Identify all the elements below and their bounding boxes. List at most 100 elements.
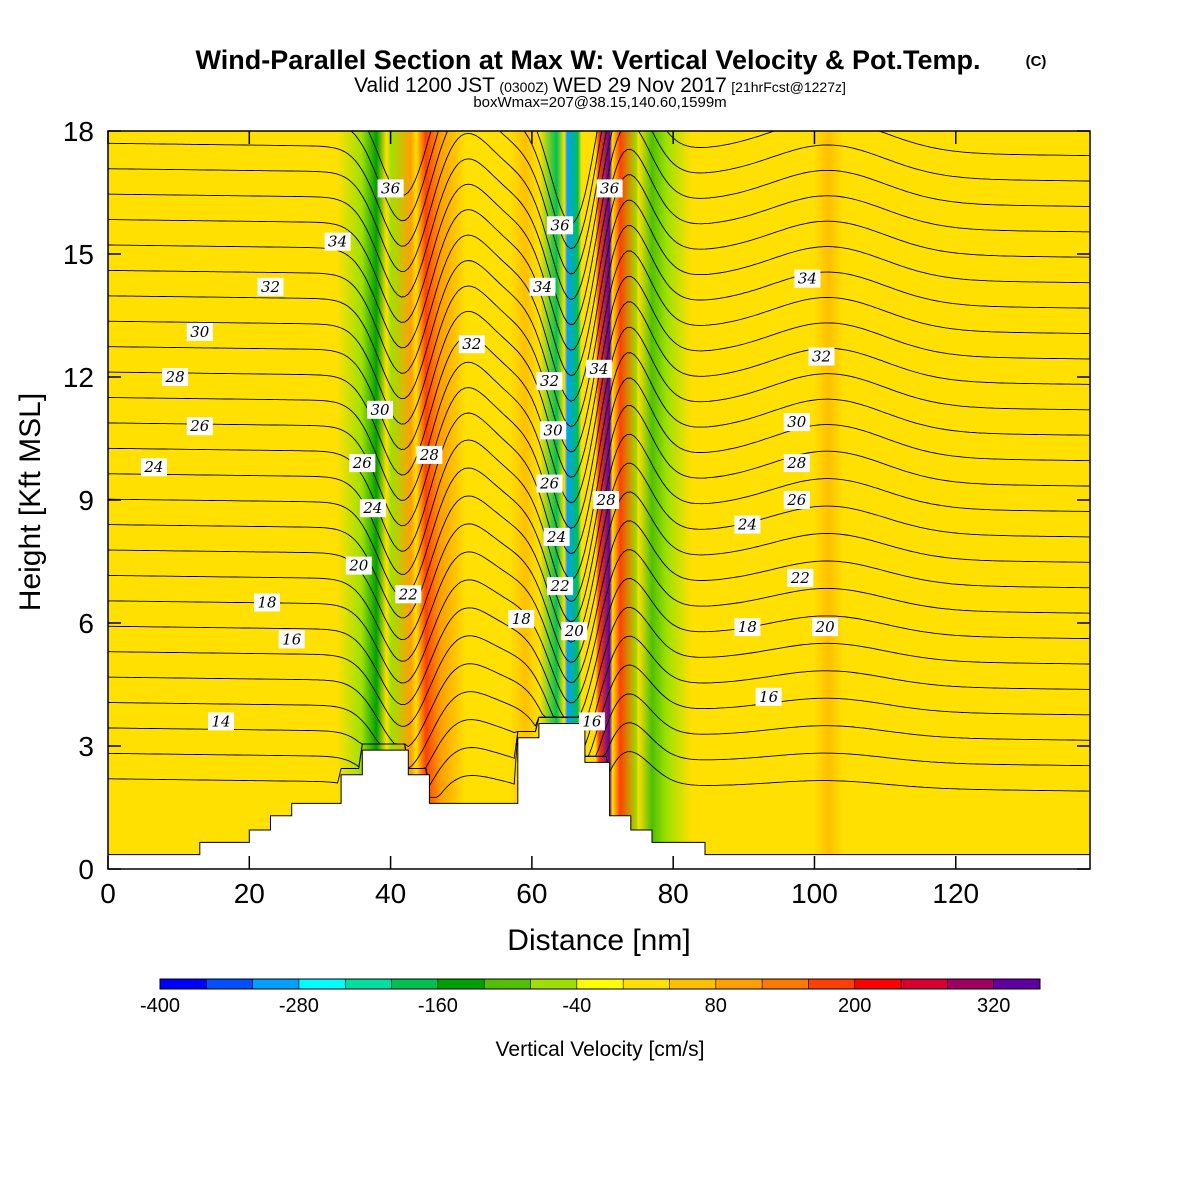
y-axis-label: Height [Kft MSL] xyxy=(14,393,47,611)
theta-contour-line xyxy=(108,174,1090,377)
theta-contour-line xyxy=(108,131,1090,326)
x-tick-label: 40 xyxy=(375,878,406,909)
theta-contour-line xyxy=(108,131,1090,275)
contour-label: 16 xyxy=(755,687,782,706)
contour-label: 28 xyxy=(783,454,810,473)
theta-contour-line xyxy=(350,131,603,250)
colorbar-tick-label: 80 xyxy=(705,995,727,1017)
theta-contour-line xyxy=(108,462,1090,643)
contour-label-box xyxy=(808,347,835,366)
contour-label-box xyxy=(593,491,620,509)
contour-label-text: 16 xyxy=(582,712,602,730)
contour-label-box xyxy=(540,421,567,440)
contour-label-text: 28 xyxy=(596,491,616,509)
colorbar-swatch xyxy=(298,979,346,989)
box-wmax-line: boxWmax=207@38.15,140.60,1599m xyxy=(473,94,726,111)
contour-label-text: 26 xyxy=(352,454,373,472)
contour-label-box xyxy=(812,618,839,637)
contour-label-text: 24 xyxy=(143,458,163,476)
theta-contour-line xyxy=(108,606,1090,727)
valid-time-date: WED 29 Nov 2017 xyxy=(553,74,727,97)
contour-label-box xyxy=(536,474,563,493)
contour-label-box xyxy=(529,277,556,296)
colorbar-swatch xyxy=(576,979,624,989)
contour-label-text: 30 xyxy=(370,401,390,419)
colorbar-swatch xyxy=(947,979,994,989)
contour-label-box xyxy=(755,687,782,706)
contour-label: 32 xyxy=(458,335,485,354)
contour-label: 18 xyxy=(508,609,535,628)
contour-label-text: 34 xyxy=(589,360,608,378)
x-tick-label: 60 xyxy=(516,878,547,909)
contour-label-text: 32 xyxy=(462,335,481,353)
contour-label: 34 xyxy=(324,232,351,251)
contour-label-box xyxy=(508,609,535,628)
y-tick-label: 15 xyxy=(63,239,94,270)
theta-contour-line xyxy=(108,250,1090,453)
contour-label-box xyxy=(359,499,386,518)
contour-label-box xyxy=(536,372,563,391)
theta-contours xyxy=(108,131,1090,798)
contour-label-box xyxy=(186,417,213,436)
contour-labels: 14 16 18 20 22 24 24 26 26 28 28 30 30 32 32 34 36 36 34 32… xyxy=(140,179,839,731)
contour-label: 24 xyxy=(359,499,386,518)
theta-contour-line xyxy=(108,148,1090,351)
x-tick-label: 20 xyxy=(234,878,265,909)
contour-label: 32 xyxy=(808,347,835,366)
contour-label-box xyxy=(734,618,761,637)
contour-label: 20 xyxy=(812,618,839,637)
contour-label-box xyxy=(596,179,623,198)
contour-label: 14 xyxy=(208,712,234,731)
contour-label-text: 22 xyxy=(550,577,570,595)
x-axis-label: Distance [nm] xyxy=(507,924,690,957)
contour-label: 18 xyxy=(734,618,761,637)
terrain xyxy=(108,723,1090,869)
contour-label-box xyxy=(547,216,574,235)
colorbar-swatch xyxy=(252,979,300,989)
colorbar-frame xyxy=(159,978,1041,990)
theta-contour-line xyxy=(108,491,1090,663)
contour-label: 16 xyxy=(578,712,605,731)
theta-contour-line xyxy=(108,352,1090,555)
colorbar-swatch xyxy=(901,979,948,989)
contour-label-box xyxy=(561,622,588,641)
colorbar-tick-label: -280 xyxy=(279,995,319,1017)
colorbar-tick-label: 200 xyxy=(838,995,871,1017)
contour-label: 20 xyxy=(345,556,372,575)
contour-label: 36 xyxy=(547,216,574,235)
contour-label-box xyxy=(734,515,761,534)
theta-contour-line xyxy=(108,635,1090,748)
contour-label-box xyxy=(257,277,284,296)
colorbar: -400 -280 -160 -40 80 200 320 xyxy=(140,978,1041,1017)
colorbar-swatch xyxy=(854,979,902,989)
contour-label-box xyxy=(162,368,189,386)
valid-time-forecast: [21hrFcst@1227z] xyxy=(731,79,846,95)
contour-label-box xyxy=(140,458,167,477)
y-tick-label: 9 xyxy=(78,485,94,516)
contour-label-box xyxy=(787,568,814,587)
theta-contour-line xyxy=(108,578,1090,718)
contour-label-text: 36 xyxy=(600,179,620,197)
contour-label-box xyxy=(458,335,485,354)
contour-label-text: 36 xyxy=(551,216,571,234)
colorbar-swatch xyxy=(530,979,578,989)
contour-label-text: 36 xyxy=(381,179,401,197)
contour-label: 34 xyxy=(529,277,556,296)
contour-label-box xyxy=(578,712,605,731)
x-tick-label: 80 xyxy=(658,878,689,909)
theta-contour-line xyxy=(108,716,1090,787)
colorbar-tick-label: -400 xyxy=(140,995,180,1017)
y-tick-label: 18 xyxy=(63,116,94,147)
contour-label: 32 xyxy=(257,277,284,296)
valid-time-prefix: Valid 1200 JST xyxy=(354,74,495,97)
contour-label: 26 xyxy=(536,474,563,493)
contour-label: 28 xyxy=(593,491,620,509)
y-tick-label: 12 xyxy=(63,362,94,393)
plot-area: 1416182022242426262828303032323436363432… xyxy=(63,116,1091,909)
colorbar-swatch xyxy=(808,979,856,989)
terrain-outline xyxy=(108,723,1090,856)
colorbar-swatch xyxy=(206,979,253,989)
theta-contour-line xyxy=(108,326,1090,529)
contour-label-box xyxy=(349,454,376,473)
